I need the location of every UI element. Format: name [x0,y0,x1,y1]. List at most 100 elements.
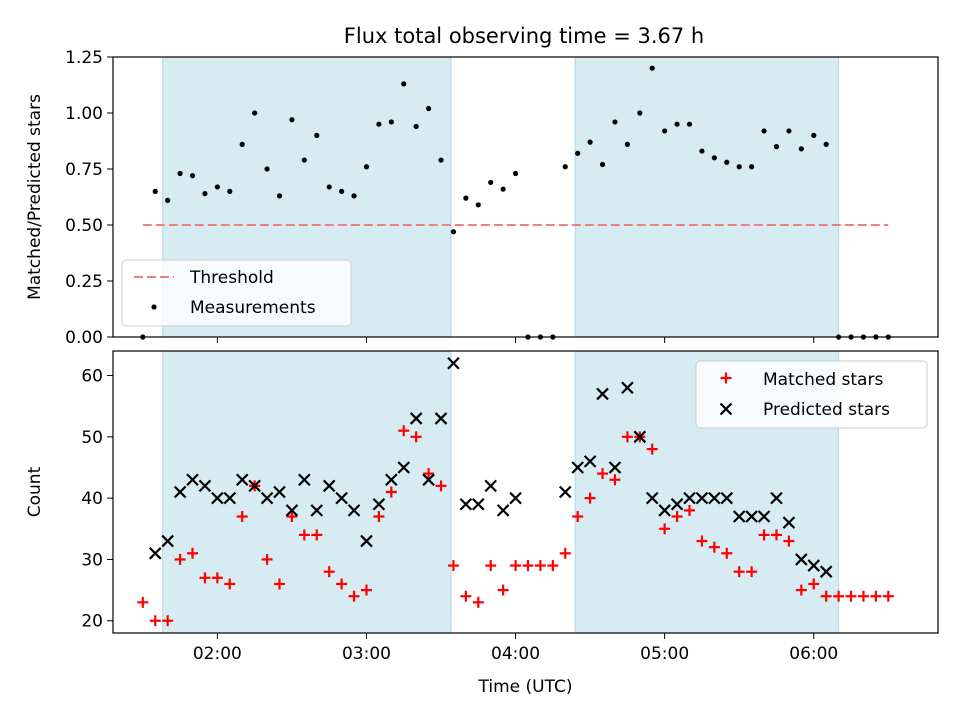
matched-star-point [460,590,472,602]
legend-threshold-label: Threshold [189,268,274,288]
matched-star-point [857,590,869,602]
matched-star-point [336,578,348,590]
predicted-star-point [459,497,473,511]
matched-star-point [783,535,795,547]
legend-predicted-swatch [719,402,733,416]
predicted-star-point [285,504,299,517]
predicted-star-point [385,473,398,487]
matched-star-point [360,584,372,596]
measurement-point [314,132,320,138]
x-tick-label: 03:00 [342,644,391,664]
measurement-point [214,184,220,190]
legend: Matched stars Predicted stars [695,360,928,429]
y-tick-label: 30 [81,550,103,570]
matched-star-point [323,566,335,578]
predicted-star-point [248,479,261,493]
matched-star-point [621,431,633,443]
measurement-point [761,128,767,134]
measurement-point [351,193,357,199]
x-tick-label: 06:00 [789,644,838,664]
predicted-star-point [782,516,796,529]
measurement-point [624,141,630,147]
matched-star-point [137,596,149,608]
y-tick-label: 0.25 [65,272,103,292]
predicted-star-point [322,479,336,493]
y-tick-label: 60 [81,367,103,387]
matched-star-point [472,596,484,608]
matched-star-point [597,468,609,480]
predicted-star-point [745,510,758,523]
measurement-point [152,188,158,194]
matched-star-point [572,511,584,523]
matched-star-point [261,553,273,565]
measurement-point [425,105,432,112]
matched-star-point [696,535,708,547]
measurement-point [276,193,283,199]
measurement-point [724,159,730,165]
measurement-point [662,128,668,134]
matched-star-point [224,578,236,590]
matched-star-point [547,560,559,572]
predicted-star-point [198,479,212,493]
measurement-point [699,148,705,154]
measurement-point [463,195,469,201]
predicted-star-point [447,356,460,370]
matched-star-point [398,425,410,437]
measurement-point [575,150,581,156]
matched-star-point [646,443,658,455]
matched-star-point [485,560,497,572]
measurement-point [376,121,382,127]
matched-star-point [833,590,845,602]
measurement-point [773,144,780,150]
measurement-point [239,141,245,147]
measurement-point [674,121,680,127]
matched-star-point [273,578,285,590]
x-tick-label: 05:00 [640,644,689,664]
matched-star-point [721,547,733,559]
predicted-star-point [223,491,237,505]
measurement-point [227,188,233,194]
matched-star-point [373,511,385,523]
y-tick-label: 50 [81,428,103,448]
measurement-point [339,188,345,194]
matched-star-point [609,474,621,486]
y-axis-label: Count [25,466,45,517]
measurement-point [165,197,171,203]
predicted-star-point [608,461,622,474]
measurement-point [401,81,407,87]
predicted-star-point [683,491,696,505]
legend-predicted-label: Predicted stars [763,400,890,420]
predicted-star-point [732,510,746,523]
measurement-point [326,184,332,190]
x-axis-label: Time (UTC) [478,677,573,697]
predicted-star-point [235,473,249,487]
matched-star-point [187,547,199,559]
predicted-star-point [397,461,411,474]
predicted-star-point [472,497,485,511]
predicted-star-point [347,504,361,517]
predicted-star-point [496,504,510,517]
y-tick-label: 0.50 [65,216,103,236]
predicted-star-point [633,430,647,444]
measurement-point [798,146,804,152]
matched-star-point [659,523,671,535]
measurement-point [413,123,419,130]
predicted-star-point [148,547,162,560]
matched-star-point [733,566,745,578]
matched-star-point [423,468,435,480]
measurement-point [736,164,742,170]
axes-frame [112,350,939,634]
predicted-star-point [173,485,187,499]
legend-measurements-swatch [151,304,157,310]
measurement-point [786,128,792,134]
y-tick-label: 1.25 [65,48,103,68]
predicted-star-point [795,553,808,566]
measurement-point [562,164,568,170]
measurement-point [500,186,506,192]
predicted-star-point [509,491,522,505]
measurement-point [823,141,829,147]
matched-star-point [758,529,770,541]
counts-panel: 20 30 40 50 60 02:00 03:00 04:00 05:00 06:00 Count… [25,350,939,697]
legend-matched-swatch [720,372,732,384]
predicted-star-point [558,485,572,499]
